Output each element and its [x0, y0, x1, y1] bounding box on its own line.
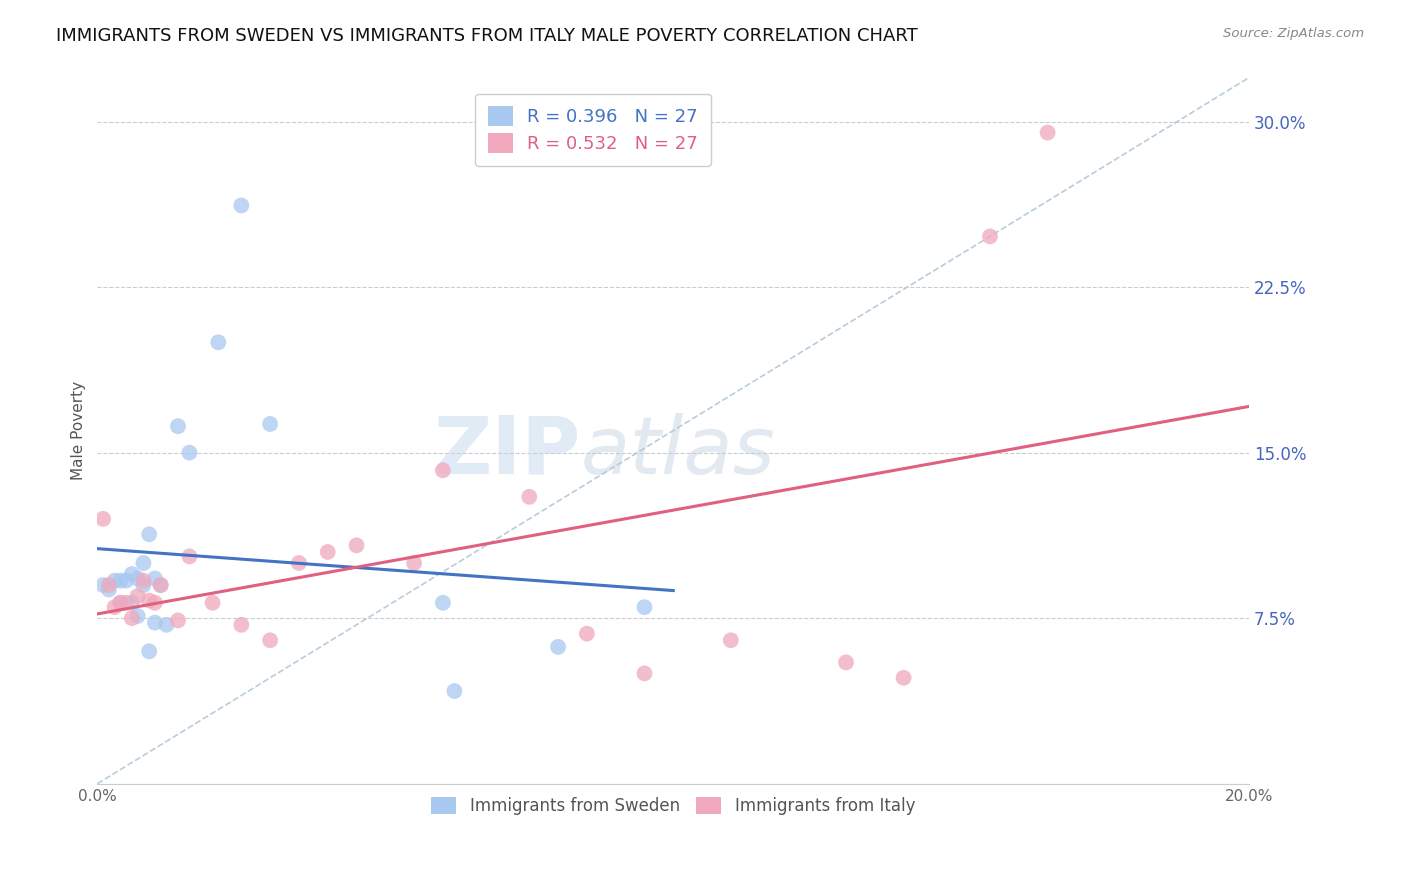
Point — [110, 596, 132, 610]
Point — [121, 596, 143, 610]
Point — [201, 596, 224, 610]
Point — [179, 445, 201, 459]
Point — [167, 419, 190, 434]
Point — [121, 611, 143, 625]
Y-axis label: Male Poverty: Male Poverty — [72, 381, 86, 480]
Point — [149, 578, 172, 592]
Point — [127, 572, 149, 586]
Point — [517, 490, 540, 504]
Point — [155, 617, 177, 632]
Point — [207, 335, 229, 350]
Point — [893, 671, 915, 685]
Point — [143, 615, 166, 630]
Point — [138, 527, 160, 541]
Point — [835, 656, 858, 670]
Point — [104, 574, 127, 588]
Point — [720, 633, 742, 648]
Point — [97, 578, 120, 592]
Point — [143, 572, 166, 586]
Text: IMMIGRANTS FROM SWEDEN VS IMMIGRANTS FROM ITALY MALE POVERTY CORRELATION CHART: IMMIGRANTS FROM SWEDEN VS IMMIGRANTS FRO… — [56, 27, 918, 45]
Point — [443, 684, 465, 698]
Point — [1036, 126, 1059, 140]
Point — [132, 574, 155, 588]
Point — [138, 644, 160, 658]
Point — [316, 545, 339, 559]
Point — [149, 578, 172, 592]
Point — [259, 633, 281, 648]
Point — [404, 556, 426, 570]
Point — [979, 229, 1001, 244]
Point — [127, 589, 149, 603]
Point — [91, 512, 114, 526]
Point — [259, 417, 281, 431]
Text: atlas: atlas — [581, 413, 776, 491]
Point — [179, 549, 201, 564]
Point — [143, 596, 166, 610]
Point — [547, 640, 569, 654]
Point — [91, 578, 114, 592]
Point — [110, 574, 132, 588]
Point — [432, 463, 454, 477]
Point — [346, 538, 368, 552]
Legend: Immigrants from Sweden, Immigrants from Italy: Immigrants from Sweden, Immigrants from … — [422, 787, 925, 825]
Point — [633, 666, 655, 681]
Point — [127, 609, 149, 624]
Point — [115, 574, 138, 588]
Point — [575, 626, 598, 640]
Point — [231, 198, 253, 212]
Point — [288, 556, 311, 570]
Point — [121, 567, 143, 582]
Text: Source: ZipAtlas.com: Source: ZipAtlas.com — [1223, 27, 1364, 40]
Point — [110, 596, 132, 610]
Point — [97, 582, 120, 597]
Point — [432, 596, 454, 610]
Point — [167, 614, 190, 628]
Point — [115, 596, 138, 610]
Point — [633, 600, 655, 615]
Point — [231, 617, 253, 632]
Text: ZIP: ZIP — [434, 413, 581, 491]
Point — [132, 556, 155, 570]
Point — [104, 600, 127, 615]
Point — [138, 593, 160, 607]
Point — [132, 578, 155, 592]
